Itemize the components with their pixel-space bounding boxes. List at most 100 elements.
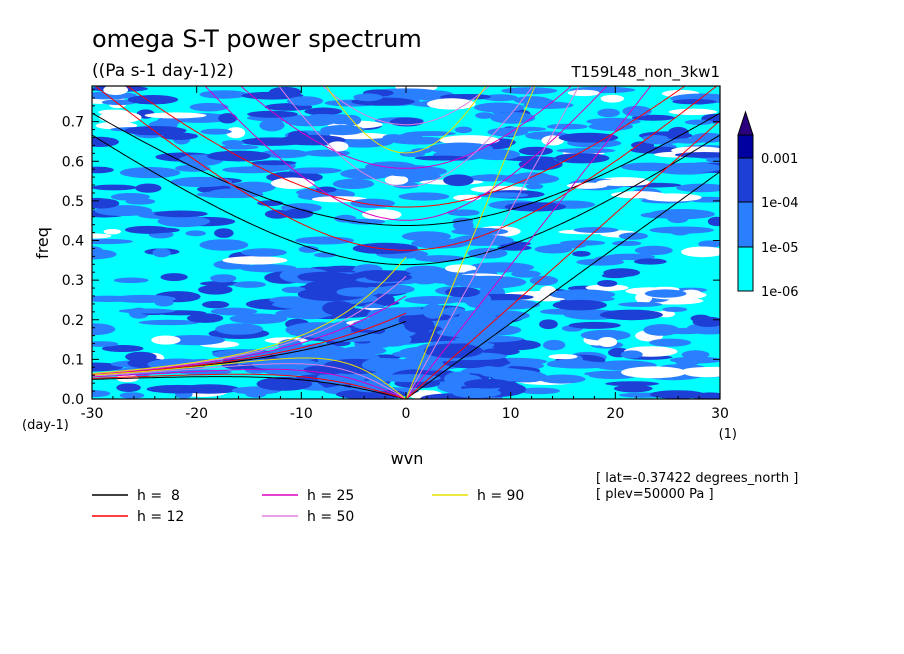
contour-patch (138, 319, 200, 326)
y-axis: 0.0 0.1 0.2 0.3 0.4 0.5 0.6 0.7 (62, 89, 720, 408)
contour-patch (519, 387, 561, 395)
dispersion-curve (405, 171, 720, 399)
contour-patch (622, 382, 646, 389)
contour-patch (116, 383, 141, 392)
contour-patch (649, 390, 705, 399)
contour-patch (125, 198, 156, 205)
contour-patch (281, 286, 306, 294)
contour-patch (92, 233, 112, 239)
y-unit-label: (day-1) (22, 418, 69, 433)
contour-patch (474, 102, 525, 113)
contour-patch (240, 248, 287, 257)
contour-patch (474, 303, 500, 319)
run-label: T159L48_non_3kw1 (571, 63, 720, 82)
contour-patch (151, 335, 181, 345)
contour-patch (634, 245, 673, 256)
contour-patch (542, 339, 566, 351)
dispersion-curve (321, 86, 491, 126)
contour-patch (445, 286, 480, 298)
contour-patch (618, 232, 648, 240)
contour-patch (322, 301, 355, 316)
contour-patch (690, 314, 711, 323)
contour-patch (146, 384, 210, 394)
contour-patch (422, 303, 445, 319)
contour-patch (618, 302, 663, 307)
dispersion-curve (325, 86, 487, 154)
dispersion-curve (405, 86, 580, 399)
contour-patch (621, 366, 687, 379)
y-tick-label: 0.2 (62, 313, 84, 329)
contour-patch (198, 284, 233, 295)
contour-patch (370, 335, 393, 349)
contour-patch (320, 125, 365, 136)
contour-patch (675, 357, 701, 366)
contour-patch (144, 112, 207, 119)
colorbar-label: 1e-06 (761, 285, 799, 300)
plev-annotation: [ plev=50000 Pa ] (596, 487, 714, 502)
contour-patch (588, 122, 633, 131)
contour-patch (92, 323, 116, 336)
contour-patch (111, 294, 176, 303)
colorbar-segment (737, 157, 754, 203)
contour-patch (706, 157, 720, 163)
contour-patch (600, 94, 624, 103)
contour-patch (170, 176, 233, 188)
x-tick-label: 20 (606, 406, 624, 422)
contour-patch (504, 202, 567, 212)
contour-patch (548, 354, 578, 360)
contour-patch (649, 226, 714, 234)
contour-patch (119, 392, 145, 399)
contour-patch (558, 132, 619, 143)
contour-patch (518, 146, 553, 156)
contour-patch (601, 273, 628, 279)
colorbar-label: 1e-05 (761, 241, 799, 256)
contour-patch (468, 174, 514, 182)
contour-patch (92, 248, 117, 260)
contour-patch (199, 90, 248, 99)
contour-patch (239, 264, 297, 273)
contour-patch (479, 318, 512, 327)
contour-patch (336, 287, 380, 297)
contour-patch (286, 96, 324, 106)
x-tick-label: 10 (502, 406, 520, 422)
contour-patch (567, 89, 600, 97)
dispersion-curve (92, 376, 407, 399)
y-tick-label: 0.1 (62, 352, 84, 368)
legend-label: h = 8 (137, 488, 180, 504)
colorbar-label: 1e-04 (761, 196, 799, 211)
y-tick-label: 0.6 (62, 154, 84, 170)
contour-patch (549, 289, 616, 300)
contour-patch (289, 167, 342, 174)
contour-patch (667, 213, 689, 224)
dispersion-curve (92, 363, 407, 399)
contour-patch (92, 238, 134, 245)
contour-patch (444, 264, 477, 273)
contour-patch (256, 376, 313, 391)
dispersion-curve (92, 134, 720, 266)
contour-patch (631, 114, 675, 121)
contour-patch (452, 234, 514, 246)
dispersion-curve (405, 120, 720, 399)
contour-patch (226, 127, 246, 139)
colorbar-segment (737, 246, 754, 292)
contour-patch (374, 310, 399, 326)
colorbar-segment (737, 134, 754, 159)
contour-patch (264, 209, 290, 219)
contour-patch (467, 248, 508, 259)
contour-patch (297, 271, 353, 282)
contour-patch (218, 113, 238, 124)
contour-patch (681, 246, 720, 258)
contour-patch (449, 93, 491, 100)
contour-patch (372, 293, 395, 305)
colorbar-segment (737, 201, 754, 248)
contour-patch (201, 300, 230, 309)
contour-patch (352, 242, 418, 255)
contour-patch (612, 240, 642, 246)
lat-annotation: [ lat=-0.37422 degrees_north ] (596, 471, 798, 486)
contour-patch (221, 140, 245, 146)
dispersion-curve (92, 112, 720, 226)
dispersion-curves (92, 86, 720, 399)
contour-patch (118, 308, 175, 314)
contour-patch (137, 227, 180, 233)
contour-patch (210, 274, 237, 283)
